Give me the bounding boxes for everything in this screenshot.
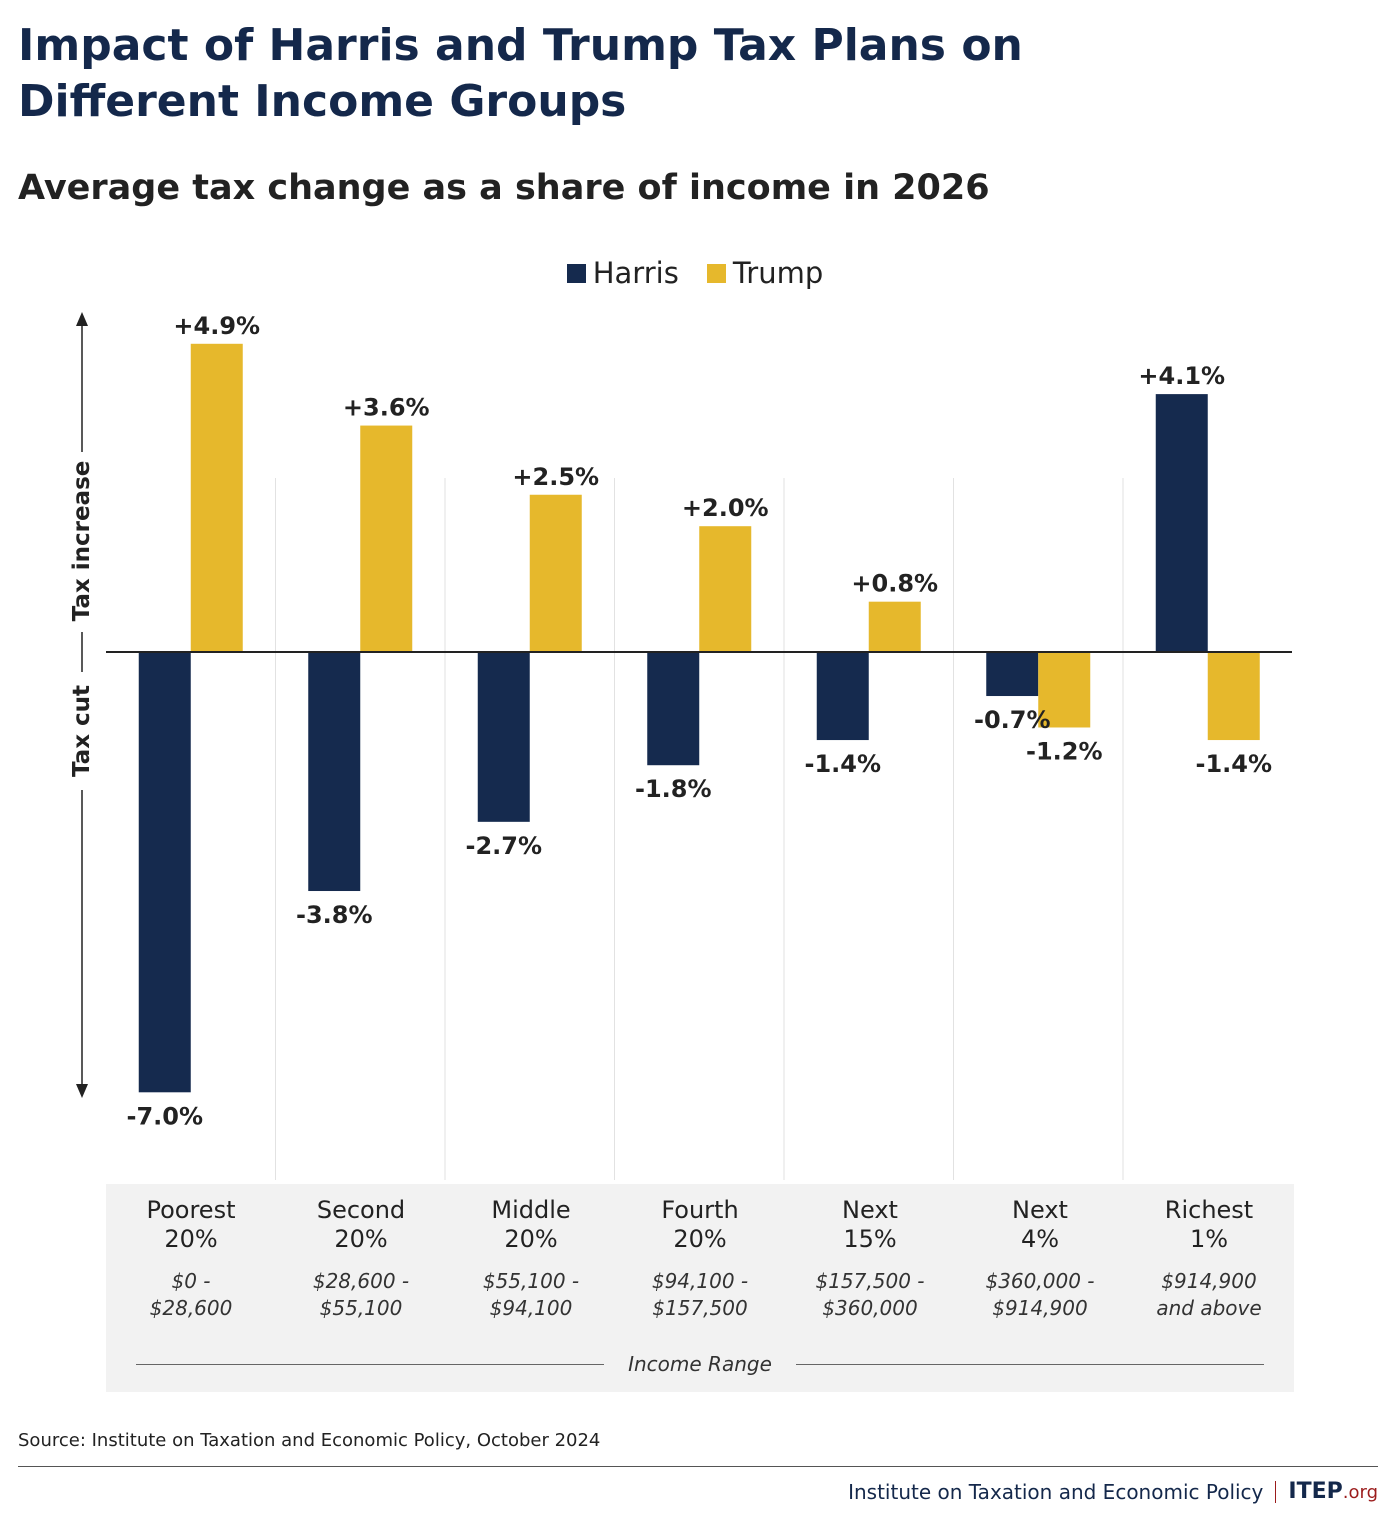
chart-subtitle: Average tax change as a share of income …: [18, 168, 990, 208]
value-label-trump: +3.6%: [343, 394, 430, 422]
legend-label-harris: Harris: [592, 256, 679, 290]
source-note: Source: Institute on Taxation and Econom…: [18, 1430, 601, 1451]
category-range: $157,500 - $360,000: [815, 1269, 925, 1320]
category-range: $28,600 - $55,100: [312, 1269, 410, 1320]
bar-harris: [647, 652, 700, 766]
footer-divider: [18, 1466, 1378, 1467]
bar-trump: [529, 494, 582, 652]
value-label-harris: -7.0%: [126, 1102, 203, 1130]
category-panel: Poorest 20% $0 - $28,600 Second 20% $28,…: [106, 1184, 1294, 1392]
footer-org-name: Institute on Taxation and Economic Polic…: [848, 1479, 1264, 1504]
bar-trump: [1038, 652, 1091, 728]
category-name: Second 20%: [316, 1196, 406, 1253]
bar-harris: [986, 652, 1039, 697]
y-axis-label-increase: Tax increase: [69, 461, 95, 622]
legend-item-harris: Harris: [566, 256, 679, 290]
bar-trump: [868, 601, 921, 652]
bar-chart: Tax increase Tax cut -7.0% +4.9% -3.8% +3.6…: [66, 311, 1292, 1180]
category-name: Richest 1%: [1164, 1196, 1254, 1253]
category-next-15: Next 15% $157,500 - $360,000: [785, 1194, 955, 1322]
income-range-line-right: [795, 1363, 1264, 1365]
category-name: Next 4%: [1012, 1196, 1068, 1253]
category-range: $914,900 and above: [1156, 1269, 1262, 1320]
legend-swatch-harris: [566, 263, 586, 283]
category-name: Fourth 20%: [661, 1196, 739, 1253]
category-next-4: Next 4% $360,000 - $914,900: [955, 1194, 1125, 1322]
bar-trump: [190, 343, 243, 652]
bar-harris: [138, 652, 191, 1093]
value-label-trump: +0.8%: [851, 570, 938, 598]
footer: Institute on Taxation and Economic Polic…: [848, 1479, 1378, 1504]
value-labels: -7.0% +4.9% -3.8% +3.6% -2.7% +2.5% -1.8% +2.0%…: [126, 312, 1272, 1131]
value-label-harris: -1.4%: [804, 750, 881, 778]
axis-label-bg-increase: [66, 452, 98, 632]
category-name: Poorest 20%: [146, 1196, 236, 1253]
down-arrow-icon: [76, 1084, 88, 1098]
value-label-harris: -2.7%: [465, 832, 542, 860]
up-arrow-icon: [76, 312, 88, 326]
value-label-harris: -3.8%: [296, 901, 373, 929]
category-range: $0 - $28,600: [149, 1269, 233, 1320]
logo-suffix: .org: [1342, 1482, 1378, 1503]
bar-harris: [308, 652, 361, 892]
bar-harris: [477, 652, 530, 822]
bar-harris: [816, 652, 869, 741]
income-range-axis: Income Range: [136, 1352, 1264, 1376]
category-range: $55,100 - $94,100: [482, 1269, 580, 1320]
value-label-trump: +2.5%: [512, 463, 599, 491]
logo-main: ITEP: [1288, 1479, 1343, 1504]
category-name: Next 15%: [842, 1196, 898, 1253]
value-label-trump: +4.9%: [173, 312, 260, 340]
category-richest-1: Richest 1% $914,900 and above: [1124, 1194, 1294, 1322]
legend-item-trump: Trump: [706, 256, 824, 290]
value-label-harris: +4.1%: [1138, 362, 1225, 390]
footer-separator: [1275, 1480, 1277, 1503]
value-label-harris: -1.8%: [635, 775, 712, 803]
category-fourth-20: Fourth 20% $94,100 - $157,500: [615, 1194, 785, 1322]
bar-trump: [699, 526, 752, 652]
value-label-trump: -1.4%: [1195, 750, 1272, 778]
value-label-trump: -1.2%: [1026, 737, 1103, 765]
legend-label-trump: Trump: [732, 256, 824, 290]
bars: [138, 343, 1260, 1093]
bar-trump: [360, 425, 413, 652]
value-label-harris: -0.7%: [974, 706, 1051, 734]
category-poorest-20: Poorest 20% $0 - $28,600: [106, 1194, 276, 1322]
category-dividers: [275, 478, 1124, 1180]
income-range-line-left: [136, 1363, 605, 1365]
category-range: $94,100 - $157,500: [651, 1269, 749, 1320]
income-range-label: Income Range: [628, 1352, 772, 1376]
axis-label-bg-cut: [66, 672, 98, 790]
legend: Harris Trump: [0, 256, 1390, 290]
value-label-trump: +2.0%: [682, 494, 769, 522]
bar-harris: [1155, 394, 1208, 652]
category-second-20: Second 20% $28,600 - $55,100: [276, 1194, 446, 1322]
chart-title: Impact of Harris and Trump Tax Plans on …: [18, 20, 1023, 127]
itep-logo: ITEP.org: [1288, 1479, 1378, 1504]
y-axis-label-cut: Tax cut: [69, 685, 95, 777]
bar-trump: [1207, 652, 1260, 741]
category-name: Middle 20%: [491, 1196, 571, 1253]
category-middle-20: Middle 20% $55,100 - $94,100: [446, 1194, 616, 1322]
legend-swatch-trump: [706, 263, 726, 283]
y-axis-arrow: Tax increase Tax cut: [66, 312, 98, 1098]
category-range: $360,000 - $914,900: [985, 1269, 1095, 1320]
